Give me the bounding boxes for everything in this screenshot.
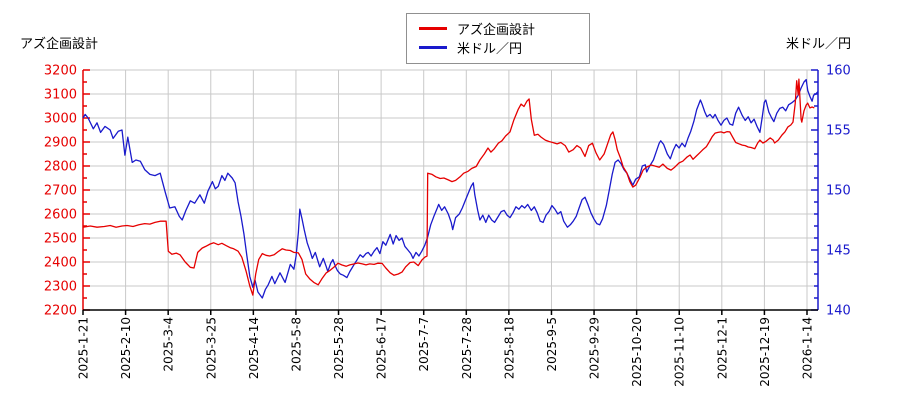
left-axis-label: 2700 [44, 184, 77, 199]
x-axis-label: 2025-5-28 [332, 317, 346, 379]
x-axis-label: 2025-4-14 [247, 317, 261, 379]
x-axis-label: 2025-10-20 [630, 317, 644, 387]
legend-item-usdjpy: 米ドル／円 [419, 38, 579, 57]
x-axis-label: 2025-1-21 [77, 317, 91, 379]
left-axis-label: 2500 [44, 232, 77, 247]
red-line-swatch-icon [419, 27, 447, 30]
x-axis-label: 2025-5-8 [289, 317, 303, 371]
right-axis-label: 150 [826, 184, 851, 199]
right-axis-title: 米ドル／円 [785, 37, 851, 52]
left-axis-label: 2400 [44, 256, 77, 271]
x-axis-label: 2025-12-19 [758, 317, 772, 387]
left-axis-label: 2300 [44, 280, 77, 295]
x-axis-label: 2025-9-29 [588, 317, 602, 379]
left-axis-label: 2900 [44, 136, 77, 151]
left-axis-label: 2600 [44, 208, 77, 223]
left-axis-label: 3100 [44, 88, 77, 103]
x-axis-label: 2025-3-4 [162, 317, 176, 371]
left-axis-label: 2200 [44, 304, 77, 319]
x-axis-label: 2025-11-10 [673, 317, 687, 387]
x-axis-label: 2025-12-1 [715, 317, 729, 379]
blue-line-swatch-icon [419, 46, 447, 49]
x-axis-label: 2025-7-28 [460, 317, 474, 379]
left-axis-label: 3200 [44, 64, 77, 79]
left-axis-title: アズ企画設計 [20, 37, 99, 52]
series-usdjpy-line [82, 78, 819, 299]
x-axis-label: 2025-3-25 [204, 317, 218, 379]
left-axis-label: 2800 [44, 160, 77, 175]
x-axis-label: 2025-8-18 [502, 317, 516, 379]
left-axis-label: 3000 [44, 112, 77, 127]
right-axis-label: 140 [826, 304, 851, 319]
right-axis-label: 155 [826, 124, 851, 139]
x-axis-label: 2025-6-17 [375, 317, 389, 379]
right-axis-label: 160 [826, 64, 851, 79]
x-axis-label: 2026-1-14 [801, 317, 815, 379]
x-axis-label: 2025-2-10 [119, 317, 133, 379]
legend-label-stock: アズ企画設計 [457, 23, 536, 38]
legend: アズ企画設計 米ドル／円 [406, 13, 590, 64]
legend-item-stock: アズ企画設計 [419, 19, 579, 38]
x-axis-label: 2025-7-7 [417, 317, 431, 371]
series-stock-line [82, 78, 815, 296]
x-axis-label: 2025-9-5 [545, 317, 559, 371]
right-axis-label: 145 [826, 244, 851, 259]
legend-label-usdjpy: 米ドル／円 [457, 42, 523, 57]
